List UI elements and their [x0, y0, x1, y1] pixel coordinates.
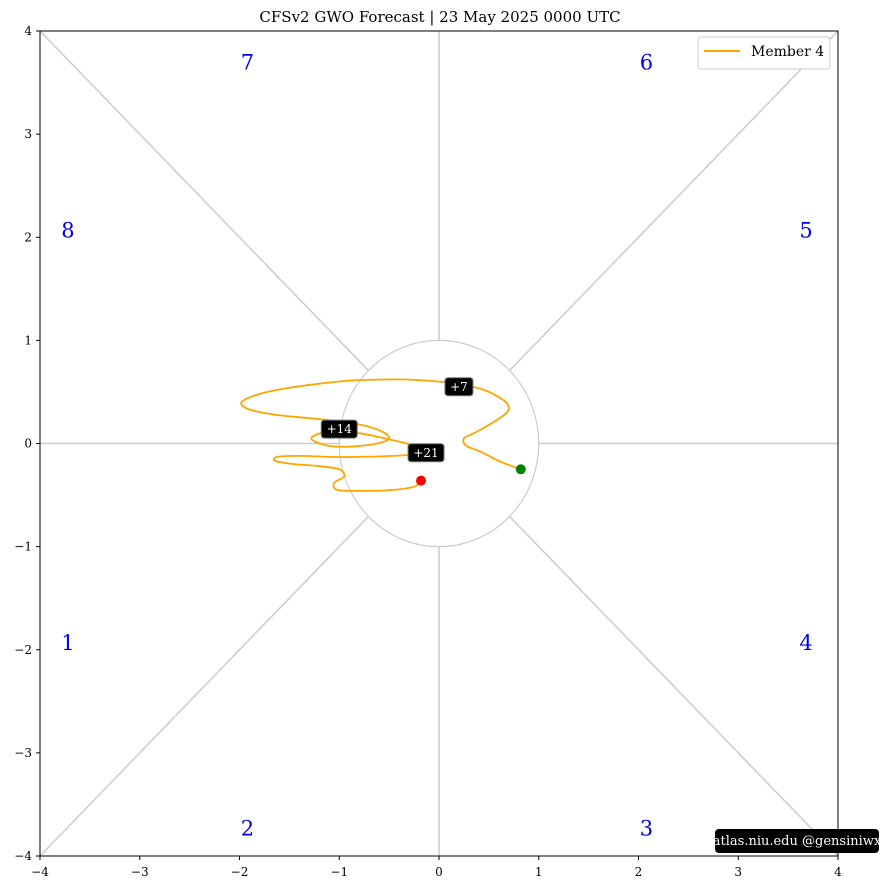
phase-label-4: 4 [799, 631, 812, 655]
phase-label-7: 7 [241, 51, 254, 75]
y-tick-label: −3 [14, 746, 32, 760]
series-member-4-line [240, 378, 522, 492]
phase-labels: 1 2 3 4 5 6 7 8 [61, 51, 813, 841]
guide-diagonal-upper-left [39, 30, 370, 372]
phase-label-5: 5 [799, 219, 812, 243]
phase-label-6: 6 [640, 51, 653, 75]
x-tick-label: −1 [330, 865, 348, 879]
annotation-label: +14 [327, 422, 353, 436]
guide-diagonal-lower-right [508, 515, 839, 857]
credit-text: atlas.niu.edu @gensiniwx [713, 834, 881, 849]
y-tick-label: 1 [24, 333, 32, 347]
phase-label-1: 1 [61, 631, 74, 655]
phase-label-3: 3 [640, 817, 653, 841]
guide-diagonal-upper-right [508, 30, 839, 372]
annotation-label: +7 [450, 380, 468, 394]
phase-label-2: 2 [241, 817, 254, 841]
x-tick-label: −4 [31, 865, 49, 879]
phase-guides [39, 30, 839, 857]
y-tick-label: −1 [14, 540, 32, 554]
x-tick-label: 4 [834, 865, 842, 879]
annotation-box [407, 443, 445, 463]
annotation-box [320, 419, 358, 439]
y-tick-label: 4 [24, 24, 32, 38]
axis-ticks: −4 −3 −2 −1 0 1 2 3 4 −4 −3 −2 −1 0 1 2 3 4 [14, 24, 842, 879]
y-tick-label: 0 [24, 437, 32, 451]
credit-badge: atlas.niu.edu @gensiniwx [713, 829, 881, 853]
x-tick-label: 0 [435, 865, 443, 879]
x-tick-label: 1 [535, 865, 543, 879]
chart-title: CFSv2 GWO Forecast | 23 May 2025 0000 UT… [259, 8, 620, 26]
annotation-label: +21 [413, 446, 438, 460]
forecast-series [240, 378, 526, 492]
end-point-marker [416, 475, 427, 486]
credit-background [715, 829, 879, 853]
x-tick-label: −3 [131, 865, 149, 879]
day-annotations: +7 +14 +21 [320, 377, 474, 463]
y-tick-label: −2 [14, 643, 32, 657]
legend-label-member-4: Member 4 [751, 44, 824, 60]
start-point-marker [515, 464, 526, 475]
annotation-box [444, 377, 474, 397]
x-tick-label: 2 [635, 865, 643, 879]
guide-diagonal-lower-left [39, 515, 370, 857]
x-tick-label: −2 [231, 865, 249, 879]
y-tick-label: 2 [24, 230, 32, 244]
legend-box [697, 36, 831, 70]
unit-circle [338, 339, 540, 548]
legend: Member 4 [697, 36, 831, 70]
y-tick-label: −4 [14, 849, 32, 863]
y-tick-label: 3 [24, 127, 32, 141]
x-tick-label: 3 [734, 865, 742, 879]
phase-label-8: 8 [61, 219, 74, 243]
